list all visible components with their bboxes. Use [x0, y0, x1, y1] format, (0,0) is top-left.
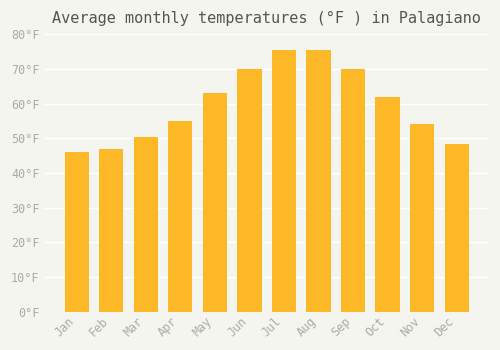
Bar	[238, 69, 262, 312]
Bar	[341, 69, 365, 312]
Bar	[99, 149, 124, 312]
Title: Average monthly temperatures (°F ) in Palagiano: Average monthly temperatures (°F ) in Pa…	[52, 11, 481, 26]
Bar	[306, 50, 330, 312]
Bar	[64, 152, 89, 312]
Bar	[203, 93, 227, 312]
Bar	[272, 50, 296, 312]
Bar	[376, 97, 400, 312]
Bar	[444, 144, 468, 312]
Bar	[134, 136, 158, 312]
Bar	[410, 125, 434, 312]
Bar	[168, 121, 192, 312]
